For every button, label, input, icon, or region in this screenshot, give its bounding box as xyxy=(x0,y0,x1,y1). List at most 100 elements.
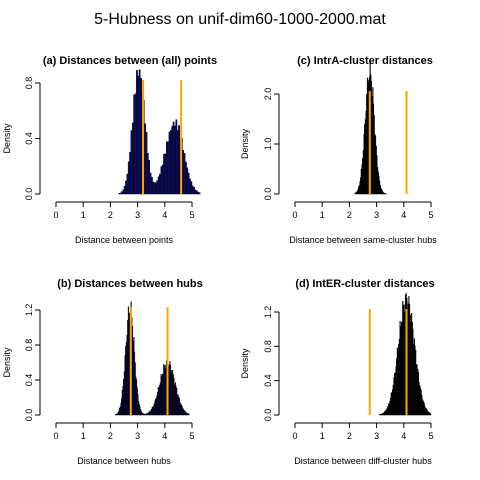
x-tick-label: 2 xyxy=(347,431,352,441)
histogram-bar xyxy=(153,182,156,195)
histogram-bar xyxy=(161,164,164,195)
x-tick-label: 3 xyxy=(374,210,379,220)
histogram-bar xyxy=(168,131,171,195)
histogram-bar xyxy=(156,180,159,195)
histogram-bar xyxy=(137,75,140,195)
histogram-bar xyxy=(165,141,168,195)
y-tick-label: 2.0 xyxy=(263,88,273,101)
histogram-bar xyxy=(125,180,127,195)
histogram-bar xyxy=(174,125,176,195)
histogram-bar xyxy=(430,413,432,416)
panel-1: (a) Distances between (all) points 0 1 2 3 4 5… xyxy=(2,55,217,245)
histogram-bar xyxy=(171,126,174,195)
y-axis-label: Density xyxy=(2,347,12,378)
x-tick-label: 1 xyxy=(81,431,86,441)
x-axis-label: Distance between hubs xyxy=(77,456,171,466)
x-tick-label: 2 xyxy=(347,210,352,220)
histogram-bar xyxy=(160,166,163,195)
histogram-bar xyxy=(186,167,189,195)
y-tick-label: 0.8 xyxy=(263,340,273,353)
x-axis-label: Distance between diff-cluster hubs xyxy=(294,456,432,466)
histogram-bars xyxy=(118,69,201,195)
panel-3: (b) Distances between hubs 0 1 2 3 4 5 Distance… xyxy=(2,278,203,466)
x-tick-label: 4 xyxy=(162,210,167,220)
histogram-bar xyxy=(149,172,152,195)
histogram-bar xyxy=(198,192,201,195)
y-axis: 0.0 0.4 0.8 Density xyxy=(2,77,41,201)
histogram-bar xyxy=(163,153,166,195)
y-tick-label: 1.0 xyxy=(263,138,273,151)
y-axis: 0.0 1.0 2.0 Density xyxy=(240,88,280,201)
y-tick-label: 1.2 xyxy=(263,306,273,319)
x-axis: 0 1 2 3 4 5 Distance between hubs xyxy=(53,422,195,466)
y-axis-label: Density xyxy=(240,128,250,159)
histogram-bar xyxy=(136,70,138,195)
x-tick-label: 2 xyxy=(108,431,113,441)
histogram-bar xyxy=(183,153,186,195)
histogram-bar xyxy=(119,192,122,195)
histogram-bar xyxy=(167,141,170,195)
histogram-bar xyxy=(155,182,157,195)
x-tick-label: 5 xyxy=(428,210,433,220)
histogram-bar xyxy=(189,178,191,195)
y-tick-label: 0.4 xyxy=(24,132,34,145)
histogram-bar xyxy=(195,190,198,195)
histogram-bar xyxy=(131,122,134,195)
histogram-bars xyxy=(114,301,190,416)
x-tick-label: 3 xyxy=(135,431,140,441)
histogram-bar xyxy=(127,161,130,195)
histogram-bar xyxy=(191,185,194,195)
histogram-bar xyxy=(193,187,195,195)
panel-title: (b) Distances between hubs xyxy=(57,278,202,290)
histogram-bar xyxy=(152,181,155,195)
histogram-bar xyxy=(178,125,180,195)
panel-title: (c) IntrA-cluster distances xyxy=(297,55,433,67)
histogram-bar xyxy=(146,153,149,195)
x-tick-label: 1 xyxy=(320,431,325,441)
x-tick-label: 3 xyxy=(135,210,140,220)
y-tick-label: 0.4 xyxy=(24,374,34,387)
y-tick-label: 1.2 xyxy=(24,304,34,317)
histogram-bar xyxy=(123,186,126,195)
histogram-bar xyxy=(130,130,133,195)
histogram-bar xyxy=(190,181,193,195)
panel-title: (d) IntER-cluster distances xyxy=(295,278,434,290)
x-tick-label: 1 xyxy=(81,210,86,220)
histogram-bar xyxy=(182,149,185,195)
panels: (a) Distances between (all) points 0 1 2 3 4 5… xyxy=(2,55,437,466)
x-tick-label: 5 xyxy=(428,431,433,441)
x-tick-label: 4 xyxy=(401,431,406,441)
histogram-bar xyxy=(126,173,129,195)
histogram-bar xyxy=(121,191,123,195)
y-tick-label: 0.0 xyxy=(24,188,34,201)
x-axis: 0 1 2 3 4 5 Distance between diff-cluster hubs xyxy=(292,422,434,466)
x-tick-label: 5 xyxy=(189,431,194,441)
x-tick-label: 0 xyxy=(53,431,58,441)
histogram-bar xyxy=(144,123,146,195)
histogram-bars xyxy=(354,59,387,195)
histogram-bar xyxy=(184,161,187,195)
panel-title: (a) Distances between (all) points xyxy=(43,55,217,67)
x-axis-label: Distance between points xyxy=(75,235,174,245)
x-tick-label: 0 xyxy=(53,210,58,220)
histogram-bar xyxy=(197,191,200,195)
histogram-bar xyxy=(122,189,125,195)
histogram-bar xyxy=(188,413,190,416)
y-tick-label: 0.8 xyxy=(24,339,34,352)
y-tick-label: 0.0 xyxy=(263,409,273,422)
histogram-bar xyxy=(145,131,148,195)
histogram-bar xyxy=(140,78,142,195)
histogram-bar xyxy=(176,130,179,195)
x-tick-label: 1 xyxy=(320,210,325,220)
histogram-bar xyxy=(170,130,172,195)
histogram-bar xyxy=(164,153,167,195)
y-tick-label: 0.0 xyxy=(263,188,273,201)
histogram-bar xyxy=(187,172,190,195)
histogram-bar xyxy=(194,189,197,195)
histogram-bar xyxy=(148,160,151,195)
x-tick-label: 5 xyxy=(189,210,194,220)
y-axis-label: Density xyxy=(240,348,250,379)
histogram-bar xyxy=(133,94,136,195)
histogram-bars xyxy=(379,293,432,416)
